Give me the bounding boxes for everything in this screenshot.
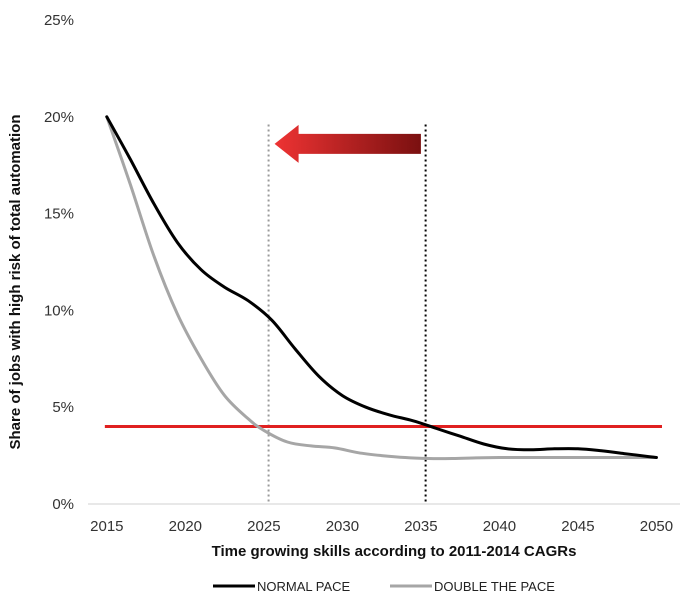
x-tick-label: 2050 (640, 518, 673, 535)
series-line-double-the-pace (105, 115, 658, 461)
x-tick-label: 2045 (561, 518, 594, 535)
series-layer (105, 115, 658, 461)
x-tick-label: 2030 (326, 518, 359, 535)
y-tick-label: 25% (44, 12, 74, 29)
x-tick-label: 2025 (247, 518, 280, 535)
x-axis-label: Time growing skills according to 2011-20… (212, 543, 577, 560)
y-tick-label: 20% (44, 109, 74, 126)
x-tick-label: 2040 (483, 518, 516, 535)
x-tick-label: 2020 (169, 518, 202, 535)
y-tick-label: 10% (44, 302, 74, 319)
y-axis-ticks: 0% 5% 10% 15% 20% 25% (44, 12, 74, 513)
series-line-normal-pace (105, 115, 658, 459)
x-axis-ticks: 2015 2020 2025 2030 2035 2040 2045 2050 (90, 518, 673, 535)
legend: NORMAL PACE DOUBLE THE PACE (213, 579, 555, 594)
legend-label: NORMAL PACE (257, 579, 351, 594)
vertical-reference-lines (267, 124, 427, 504)
y-tick-label: 5% (52, 399, 74, 416)
y-tick-label: 0% (52, 496, 74, 513)
legend-label: DOUBLE THE PACE (434, 579, 555, 594)
x-tick-label: 2015 (90, 518, 123, 535)
y-tick-label: 15% (44, 206, 74, 223)
x-tick-label: 2035 (404, 518, 437, 535)
arrow-layer (274, 124, 421, 163)
y-axis-label: Share of jobs with high risk of total au… (7, 114, 24, 449)
left-arrow-icon (274, 124, 421, 163)
